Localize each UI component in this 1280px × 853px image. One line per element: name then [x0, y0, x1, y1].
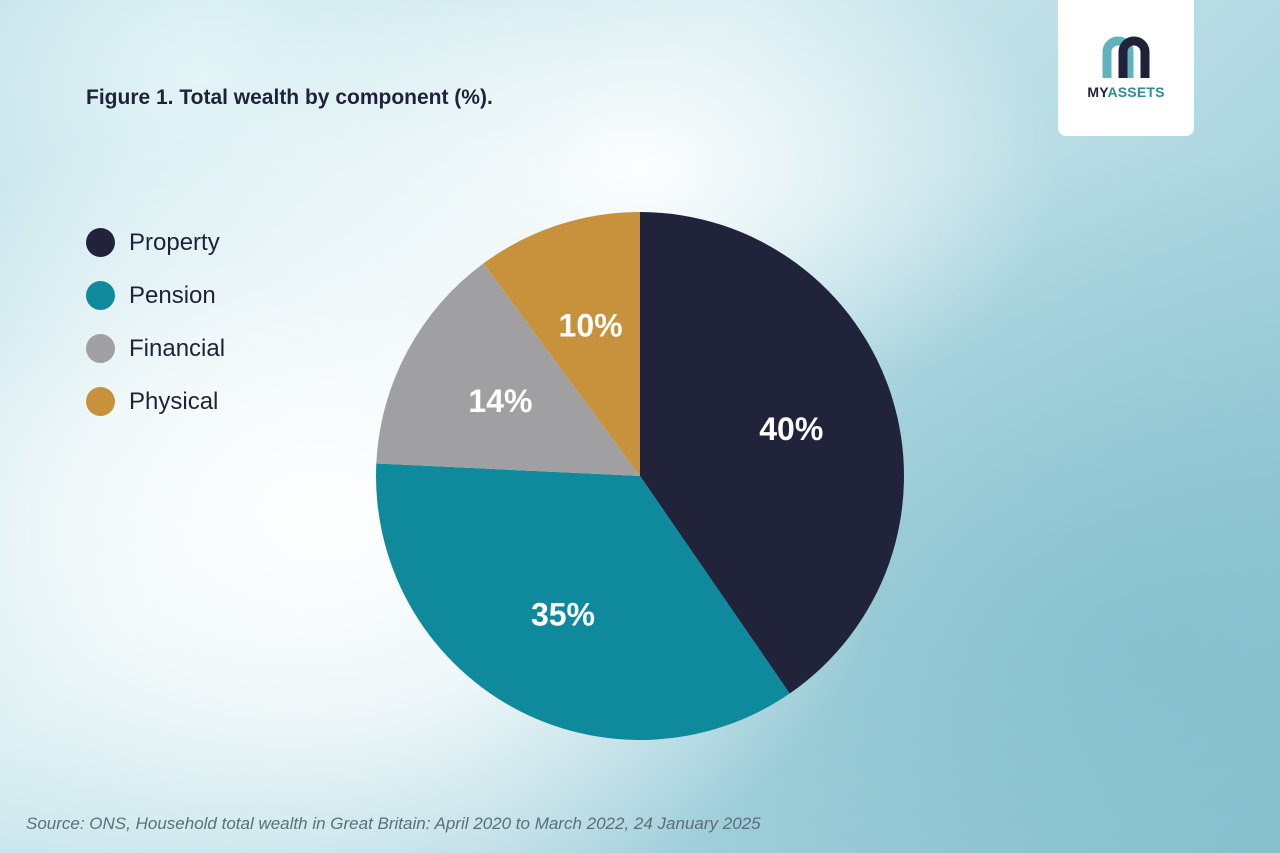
source-note: Source: ONS, Household total wealth in G… — [26, 814, 761, 833]
chart-legend: Property Pension Financial Physical — [86, 216, 225, 428]
legend-item-physical: Physical — [86, 375, 225, 428]
logo-text-assets: ASSETS — [1107, 84, 1165, 100]
legend-label: Physical — [129, 387, 219, 415]
legend-label: Financial — [129, 334, 226, 362]
logo-wordmark: MYASSETS — [1058, 84, 1194, 100]
legend-swatch — [86, 334, 115, 363]
myassets-logo-icon — [1102, 36, 1150, 78]
pie-slice-label-pension: 35% — [531, 596, 595, 632]
pie-slice-financial — [376, 263, 640, 476]
logo-card: MYASSETS — [1058, 0, 1194, 136]
pie-slice-pension — [376, 463, 790, 741]
legend-swatch — [86, 281, 115, 310]
legend-swatch — [86, 228, 115, 257]
legend-label: Pension — [129, 281, 216, 309]
legend-item-pension: Pension — [86, 269, 225, 322]
legend-swatch — [86, 387, 115, 416]
chart-title: Figure 1. Total wealth by component (%). — [86, 86, 493, 109]
pie-slice-physical — [483, 212, 640, 476]
legend-label: Property — [129, 228, 220, 256]
pie-slice-label-property: 40% — [759, 411, 823, 447]
pie-slice-property — [640, 212, 905, 694]
pie-slice-label-physical: 10% — [559, 308, 623, 344]
logo-text-my: MY — [1087, 84, 1108, 100]
legend-item-financial: Financial — [86, 322, 225, 375]
pie-slice-label-financial: 14% — [468, 383, 532, 419]
legend-item-property: Property — [86, 216, 225, 269]
